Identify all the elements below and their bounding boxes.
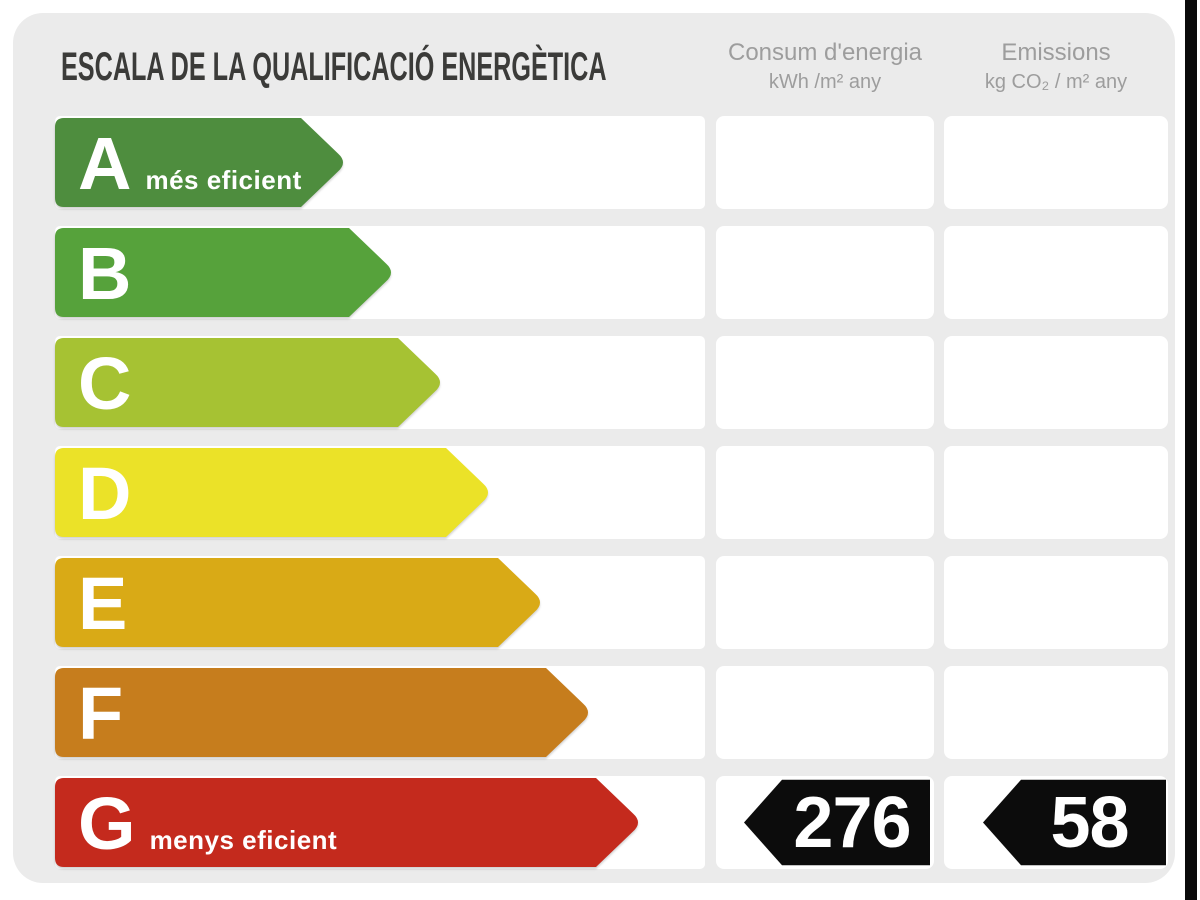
consum-value-tag: 276	[744, 779, 930, 866]
emissions-cell-c	[944, 336, 1168, 429]
consum-header-label: Consum d'energia	[727, 39, 923, 66]
rating-bar-shape	[55, 338, 440, 427]
rating-bar-text: E	[55, 558, 545, 647]
page-right-border	[1185, 0, 1197, 900]
rating-bar-shape	[55, 228, 391, 317]
rating-bar-text: F	[55, 668, 593, 757]
emissions-value-tag: 58	[983, 779, 1166, 866]
rating-bar-text: D	[55, 448, 493, 537]
consum-header-unit: kWh /m² any	[768, 71, 882, 93]
consum-cell-d	[716, 446, 934, 539]
rating-bar-shape	[55, 118, 343, 207]
rating-bar-text: C	[55, 338, 445, 427]
rating-bar-d: D	[55, 448, 493, 537]
rating-bar-shape	[55, 778, 638, 867]
consum-cell-e	[716, 556, 934, 649]
rating-bar-e: E	[55, 558, 545, 647]
rating-bar-text: B	[55, 228, 396, 317]
emissions-header-label: Emissions	[1001, 39, 1111, 66]
rating-letter-b: B	[78, 232, 132, 315]
emissions-cell-d	[944, 446, 1168, 539]
rating-bar-f: F	[55, 668, 593, 757]
emissions-cell-e	[944, 556, 1168, 649]
consum-cell-c	[716, 336, 934, 429]
consum-value: 276	[793, 782, 911, 863]
rating-letter-a: A	[78, 122, 132, 205]
page-title: ESCALA DE LA QUALIFICACIÓ ENERGÈTICA	[61, 45, 927, 90]
page-title-text: ESCALA DE LA QUALIFICACIÓ ENERGÈTICA	[61, 45, 607, 89]
emissions-column-header: Emissions kg CO₂ / m² any	[944, 38, 1168, 96]
rating-bar-b: B	[55, 228, 396, 317]
consum-cell-a	[716, 116, 934, 209]
rating-letter-g: G	[78, 782, 136, 865]
rating-bar-sublabel: menys eficient	[149, 825, 338, 855]
rating-bar-sublabel: més eficient	[145, 165, 302, 195]
consum-column-header: Consum d'energia kWh /m² any	[716, 38, 934, 96]
emissions-cell-a	[944, 116, 1168, 209]
rating-letter-c: C	[78, 342, 132, 425]
emissions-header-unit: kg CO₂ / m² any	[984, 71, 1128, 93]
emissions-value: 58	[1050, 782, 1129, 863]
energy-scale-card: ESCALA DE LA QUALIFICACIÓ ENERGÈTICA Con…	[13, 13, 1175, 883]
rating-letter-f: F	[78, 672, 124, 755]
rating-bar-shape	[55, 448, 488, 537]
consum-cell-b	[716, 226, 934, 319]
rating-bar-c: C	[55, 338, 445, 427]
consum-cell-f	[716, 666, 934, 759]
rating-bar-shape	[55, 558, 540, 647]
emissions-cell-f	[944, 666, 1168, 759]
rating-letter-e: E	[78, 562, 128, 645]
emissions-cell-b	[944, 226, 1168, 319]
rating-bar-shape	[55, 668, 588, 757]
rating-letter-d: D	[78, 452, 132, 535]
